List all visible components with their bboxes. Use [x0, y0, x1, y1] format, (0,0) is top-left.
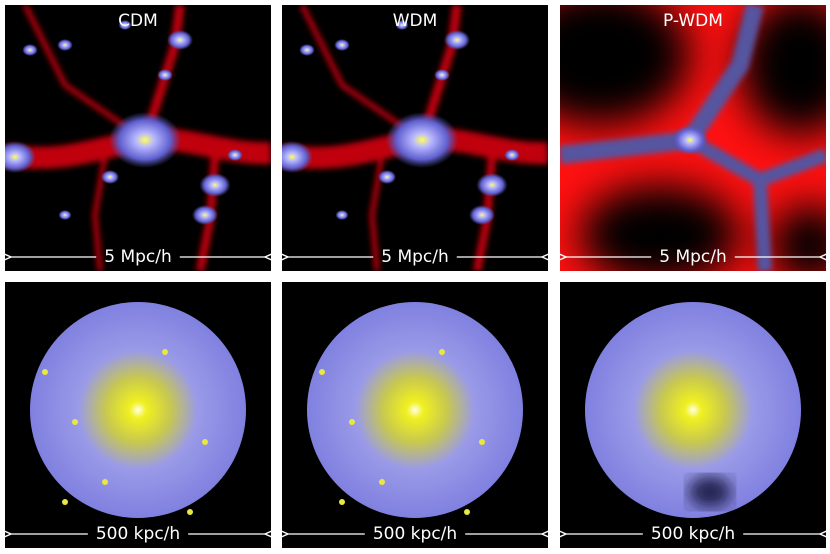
halo	[192, 205, 218, 225]
subhalo	[62, 499, 68, 505]
panel-image	[282, 282, 548, 548]
halo	[118, 20, 132, 30]
halo	[335, 210, 349, 220]
halo	[469, 205, 495, 225]
scale-label: 5 Mpc/h	[381, 247, 449, 267]
filament	[753, 179, 772, 271]
halo	[504, 149, 520, 161]
halo	[444, 30, 470, 50]
panel-image	[560, 282, 826, 548]
panel: 500 kpc/h	[5, 282, 271, 548]
shadow	[688, 476, 732, 508]
halo	[157, 69, 173, 81]
scale-label: 500 kpc/h	[651, 524, 735, 544]
halo	[108, 112, 182, 168]
void	[770, 205, 826, 271]
voids	[560, 5, 826, 271]
halo	[5, 141, 36, 173]
halo-disk	[585, 302, 801, 518]
subhalo	[202, 439, 208, 445]
panel: P-WDM 5 Mpc/h	[510, 5, 830, 271]
panel: WDM 5 Mpc/h	[271, 5, 548, 271]
subhalo	[319, 369, 325, 375]
panel-title: WDM	[393, 11, 438, 31]
halo	[199, 173, 231, 197]
panel-image	[5, 282, 271, 548]
halo	[672, 125, 708, 155]
subhalo	[339, 499, 345, 505]
subhalo	[349, 419, 355, 425]
halo-disk	[30, 302, 246, 518]
panel-image	[5, 5, 271, 271]
panel: 500 kpc/h	[282, 282, 548, 548]
void	[740, 5, 826, 135]
panel-title: CDM	[118, 11, 158, 31]
halo	[377, 170, 397, 184]
subhalo	[479, 439, 485, 445]
void	[580, 185, 740, 271]
halo	[57, 39, 73, 51]
scale-label: 500 kpc/h	[373, 524, 457, 544]
halo	[100, 170, 120, 184]
panel: CDM 5 Mpc/h	[0, 5, 271, 271]
subhalo	[464, 509, 470, 515]
scale-label: 5 Mpc/h	[104, 247, 172, 267]
scale-label: 5 Mpc/h	[659, 247, 727, 267]
halo	[334, 39, 350, 51]
halo	[385, 112, 459, 168]
subhalo	[379, 479, 385, 485]
subhalo	[439, 349, 445, 355]
halo	[299, 44, 315, 56]
panel-image	[560, 5, 826, 271]
halo	[167, 30, 193, 50]
halo	[395, 20, 409, 30]
scale-label: 500 kpc/h	[96, 524, 180, 544]
halo	[476, 173, 508, 197]
subhalo	[42, 369, 48, 375]
filaments	[560, 5, 826, 271]
halo	[227, 149, 243, 161]
halo	[282, 141, 313, 173]
void	[560, 5, 690, 125]
halo-disk	[307, 302, 523, 518]
panel-title: P-WDM	[663, 11, 723, 31]
filament	[560, 5, 764, 164]
panel: 500 kpc/h	[560, 282, 826, 548]
panel-image	[282, 5, 548, 271]
subhalo	[162, 349, 168, 355]
halo	[434, 69, 450, 81]
subhalo	[72, 419, 78, 425]
subhalo	[102, 479, 108, 485]
halo	[22, 44, 38, 56]
subhalo	[187, 509, 193, 515]
halo	[58, 210, 72, 220]
